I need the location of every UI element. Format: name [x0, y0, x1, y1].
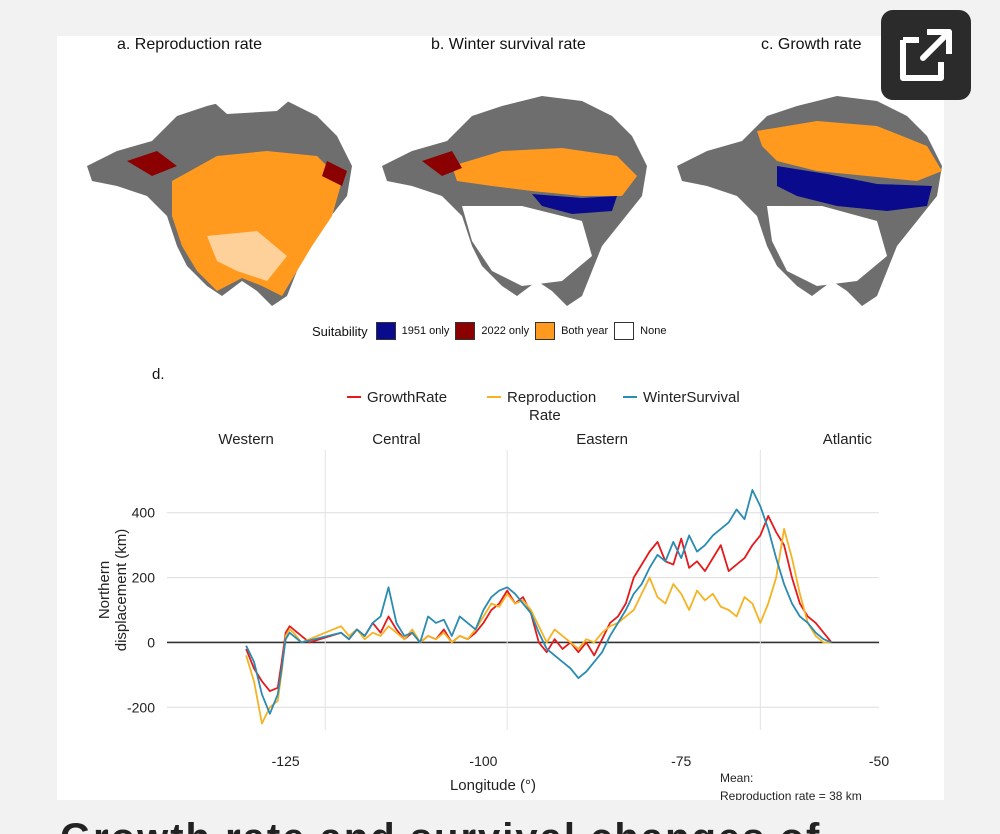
y-axis-title: Northerndisplacement (km)	[96, 529, 130, 652]
y-tick-label: 200	[132, 570, 156, 586]
legend-label-2022: 2022 only	[481, 325, 530, 337]
region-label: Atlantic	[823, 431, 873, 448]
legend-swatch-both	[535, 322, 556, 340]
chart-legend-label: WinterSurvival	[643, 389, 740, 406]
map-c	[677, 96, 942, 306]
series-line-wintersurvival	[245, 489, 832, 715]
caption-text: Growth rate and survival changes of	[60, 816, 821, 834]
legend-swatch-none	[614, 322, 635, 340]
x-tick-label: -125	[272, 753, 300, 769]
chart-legend-label: Reproduction Rate	[507, 389, 596, 424]
figure: a. Reproduction rate b. Winter survival …	[57, 36, 944, 800]
expand-button[interactable]	[881, 10, 971, 100]
x-tick-label: -100	[469, 753, 497, 769]
y-tick-label: 400	[132, 505, 156, 521]
line-chart: GrowthRate Reproduction Rate WinterSurvival…	[96, 389, 889, 800]
annotation-line: Reproduction rate = 38 km	[720, 789, 862, 800]
panel-d-label: d.	[152, 366, 165, 383]
legend-swatch-1951	[375, 322, 396, 340]
expand-external-icon	[900, 29, 952, 81]
legend-label-both: Both year	[561, 325, 609, 337]
chart-axes: -200 0 200 400 -125 -100 -75 -50 Longitude (°) No…	[96, 505, 889, 794]
chart-legend-label-line: Rate	[529, 407, 561, 424]
chart-legend-label-line: Reproduction	[507, 389, 596, 406]
legend-swatch-2022	[455, 322, 476, 340]
annotation-title: Mean:	[720, 771, 753, 785]
map-title-growth: c. Growth rate	[761, 36, 862, 53]
map-legend: Suitability 1951 only 2022 only Both yea…	[312, 319, 666, 343]
region-label: Central	[372, 431, 420, 448]
region-labels: Western Central Eastern Atlantic	[218, 431, 872, 448]
mean-annotation: Mean:Reproduction rate = 38 kmWinter sur…	[720, 771, 862, 800]
map-legend-title: Suitability	[312, 323, 368, 339]
legend-label-1951: 1951 only	[401, 325, 450, 337]
map-title-winter-survival: b. Winter survival rate	[431, 36, 586, 53]
y-tick-label: 0	[147, 634, 155, 650]
map-title-reproduction: a. Reproduction rate	[117, 36, 262, 53]
series-line-growthrate	[245, 515, 833, 692]
y-axis-title-line: displacement (km)	[113, 529, 130, 652]
maps-svg	[87, 86, 942, 306]
y-axis-title-line: Northern	[96, 561, 113, 619]
chart-series	[245, 489, 833, 725]
y-tick-label: -200	[127, 699, 155, 715]
legend-label-none: None	[640, 325, 667, 337]
map-b	[382, 96, 647, 306]
region-label: Eastern	[576, 431, 628, 448]
x-tick-label: -50	[869, 753, 889, 769]
x-tick-label: -75	[671, 753, 691, 769]
x-axis-title: Longitude (°)	[450, 777, 536, 794]
region-label: Western	[218, 431, 274, 448]
map-a	[87, 86, 352, 306]
chart-legend: GrowthRate Reproduction Rate WinterSurvival	[347, 389, 740, 424]
chart-legend-label: GrowthRate	[367, 389, 447, 406]
caption-text-cropped: Growth rate and survival changes of	[0, 806, 1000, 834]
